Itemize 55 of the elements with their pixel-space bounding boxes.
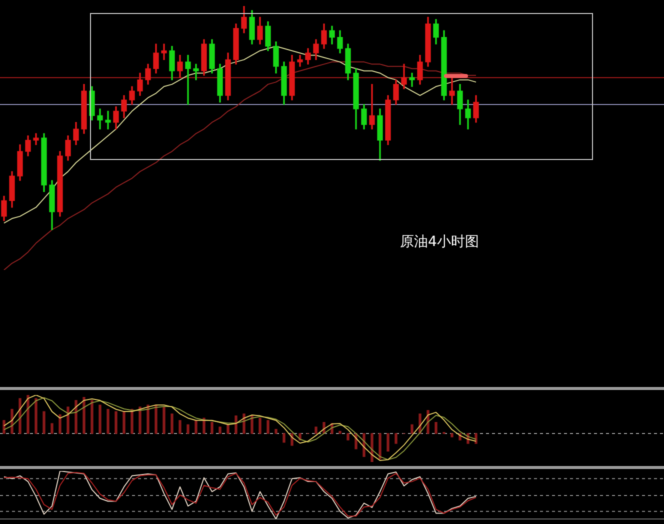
bar: [202, 418, 206, 434]
bar: [450, 433, 454, 438]
bar: [90, 400, 94, 434]
bar: [282, 433, 286, 443]
bar: [394, 433, 398, 444]
bar: [138, 406, 142, 434]
bar: [274, 428, 278, 434]
bar: [58, 414, 62, 434]
bar: [146, 404, 150, 434]
bar: [378, 433, 382, 460]
bar: [338, 430, 342, 434]
bar: [194, 420, 198, 434]
candlestick: [193, 64, 199, 80]
bar: [250, 415, 254, 434]
bar: [106, 408, 110, 434]
bar: [130, 408, 134, 434]
bar: [370, 433, 374, 462]
bar: [186, 424, 190, 434]
bar: [154, 404, 158, 434]
bar: [74, 400, 78, 434]
bar: [314, 426, 318, 434]
bar: [178, 420, 182, 434]
bar: [98, 404, 102, 434]
bar: [114, 411, 118, 434]
bar: [346, 433, 350, 440]
bar: [386, 433, 390, 452]
text: 原油4小时图: [400, 233, 479, 251]
bar: [258, 418, 262, 434]
bar: [122, 411, 126, 434]
bar: [50, 423, 54, 434]
candlestick: [97, 108, 103, 130]
bar: [210, 422, 214, 434]
bar: [218, 426, 222, 434]
bar: [10, 408, 14, 434]
bar: [66, 406, 70, 434]
bar: [434, 422, 438, 434]
bar: [170, 414, 174, 434]
candlestick: [369, 84, 375, 130]
bar: [226, 424, 230, 434]
bar: [474, 433, 478, 444]
bar: [42, 411, 46, 434]
bar: [266, 420, 270, 434]
candlestick: [185, 54, 191, 105]
bar: [234, 415, 238, 434]
bar: [410, 424, 414, 434]
candlestick: [33, 133, 39, 146]
candlestick: [161, 44, 167, 60]
candlestick: [409, 72, 415, 87]
bar: [2, 420, 6, 434]
bar: [162, 406, 166, 434]
bar: [26, 395, 30, 434]
bar: [18, 398, 22, 434]
bar: [34, 398, 38, 434]
bar: [82, 396, 86, 434]
candlestick: [105, 110, 111, 130]
